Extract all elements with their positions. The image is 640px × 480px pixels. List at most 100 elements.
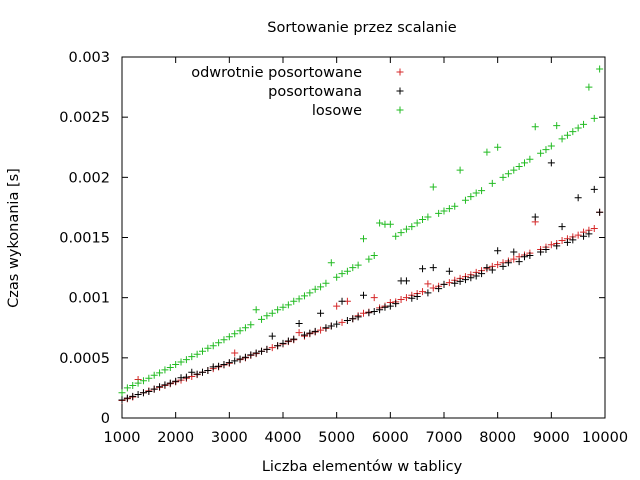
data-point [456,166,464,174]
data-point [300,331,308,339]
data-point [585,230,593,238]
data-point [451,202,459,210]
data-point [494,143,502,151]
data-point [483,264,491,272]
data-point [268,344,276,352]
data-point [252,349,260,357]
data-point [215,362,223,370]
data-point [123,384,131,392]
legend-marker [396,106,404,114]
data-point [333,273,341,281]
series-posortowana [118,159,604,404]
data-point [172,377,180,385]
data-point [445,205,453,213]
data-point [558,223,566,231]
data-point [295,329,303,337]
data-point [590,114,598,122]
data-point [515,163,523,171]
data-point [145,388,153,396]
data-point [488,179,496,187]
data-point [499,173,507,181]
data-point [220,360,228,368]
data-point [580,120,588,128]
x-tick-label: 1000 [104,430,141,446]
data-point [397,295,405,303]
data-point [419,265,427,273]
data-marks [118,65,604,405]
legend-marker [396,68,404,76]
data-point [590,224,598,232]
data-point [392,300,400,308]
data-point [177,374,185,382]
data-point [247,351,255,359]
data-point [424,213,432,221]
y-tick-label: 0 [101,411,110,427]
data-point [456,277,464,285]
data-point [241,353,249,361]
data-point [504,259,512,267]
data-point [429,284,437,292]
data-point [408,223,416,231]
data-point [472,189,480,197]
data-point [145,374,153,382]
data-point [268,332,276,340]
data-point [338,270,346,278]
data-point [172,360,180,368]
data-point [279,303,287,311]
data-point [574,194,582,202]
data-point [215,339,223,347]
data-point [209,342,217,350]
data-point [134,379,142,387]
data-point [290,297,298,305]
y-tick-label: 0.0015 [59,231,110,247]
data-point [542,146,550,154]
data-point [574,124,582,132]
axes: 1000 2000 3000 4000 5000 6000 7000 8000 9000 1000… [59,50,628,446]
data-point [317,309,325,317]
data-point [381,303,389,311]
data-point [386,220,394,228]
data-point [419,215,427,223]
data-point [461,196,469,204]
data-point [585,83,593,91]
data-point [231,349,239,357]
data-point [563,131,571,139]
data-point [193,350,201,358]
data-point [440,207,448,215]
data-point [263,312,271,320]
data-point [284,301,292,309]
data-point [435,209,443,217]
x-tick-label: 3000 [211,430,248,446]
data-point [225,359,233,367]
data-point [220,336,228,344]
data-point [510,255,518,263]
data-point [317,283,325,291]
series-losowe [118,65,604,397]
data-point [338,318,346,326]
data-point [435,285,443,293]
data-point [300,292,308,300]
data-point [199,368,206,376]
data-point [123,394,131,402]
data-point [360,291,367,299]
data-point [510,166,518,174]
x-axis-label: Liczba elementów w tablicy [262,459,463,475]
data-point [247,321,255,329]
legend-label: posortowana [268,84,362,100]
y-tick-label: 0.0005 [59,351,110,367]
data-point [365,255,373,263]
data-point [290,335,298,343]
data-point [370,308,378,316]
y-tick-label: 0.0025 [59,110,110,126]
data-point [268,309,276,317]
data-point [542,246,550,254]
data-point [402,225,410,233]
data-point [338,297,346,305]
data-point [424,280,432,288]
data-point [156,383,164,391]
data-point [360,235,367,243]
data-point [494,247,502,255]
data-point [397,229,405,237]
data-point [139,389,147,397]
